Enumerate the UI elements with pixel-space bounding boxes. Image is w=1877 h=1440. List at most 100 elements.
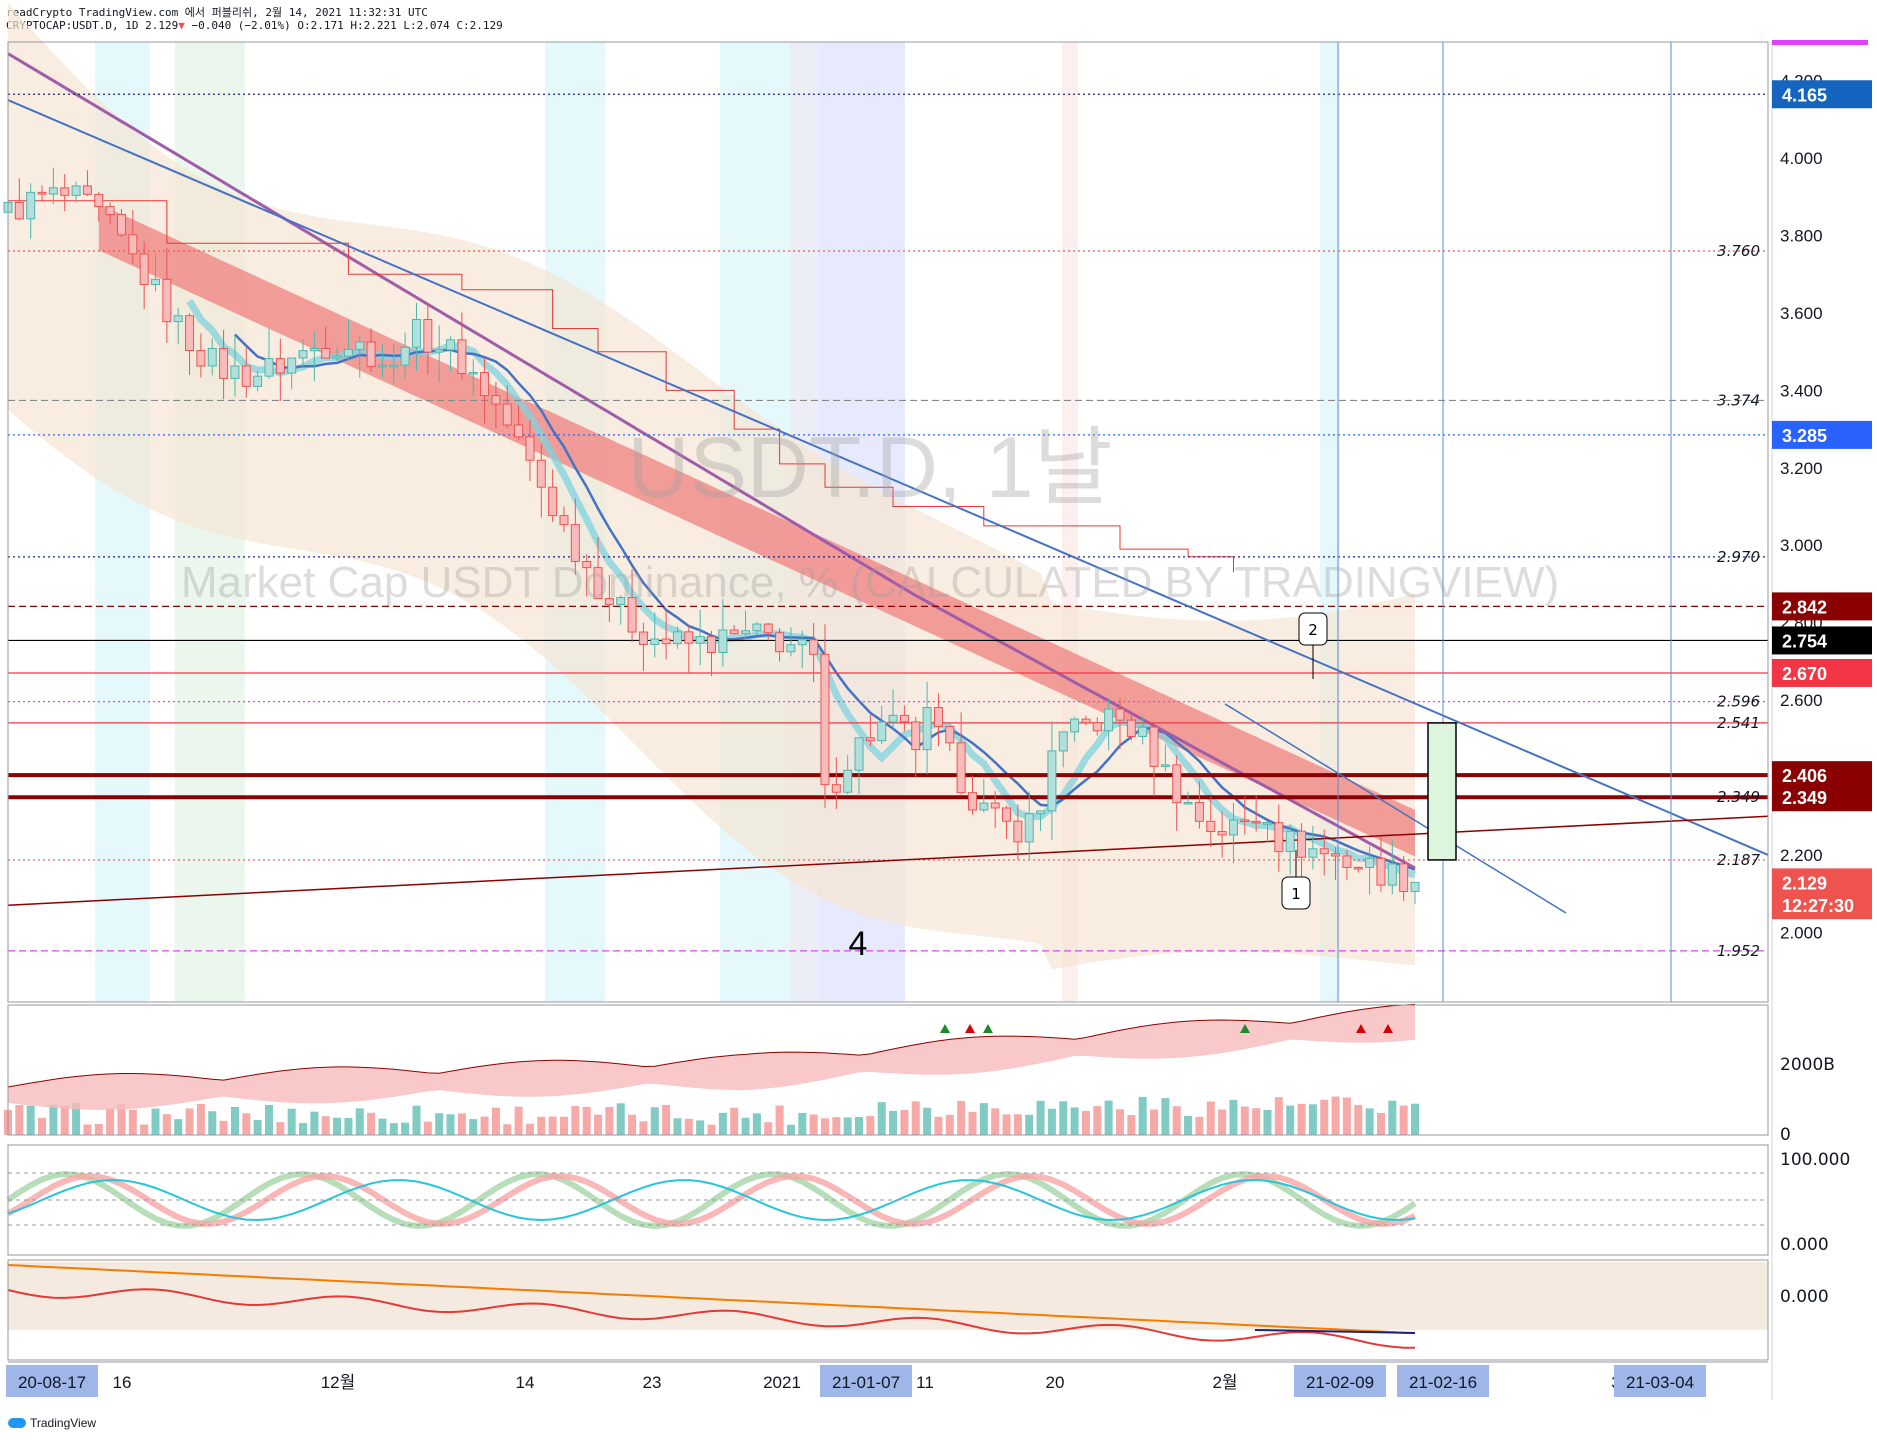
price-tag-label: 2.406 xyxy=(1782,766,1827,786)
volume-bar xyxy=(1342,1097,1351,1135)
candle-body xyxy=(967,792,977,811)
candle-body xyxy=(502,403,512,426)
volume-bar xyxy=(264,1105,273,1135)
candle-body xyxy=(343,348,353,357)
candle-body xyxy=(457,339,467,374)
candle-body xyxy=(1365,857,1375,868)
candle-body xyxy=(1194,802,1204,822)
volume-bar xyxy=(1308,1104,1317,1135)
volume-bar xyxy=(1013,1114,1022,1135)
trendline-1 xyxy=(7,99,1769,856)
volume-bar xyxy=(333,1117,342,1135)
sub-pane-frame-3 xyxy=(7,1259,1769,1361)
volume-bar xyxy=(287,1108,296,1135)
volume-bar xyxy=(1093,1106,1102,1135)
candle-body xyxy=(219,347,229,379)
volume-bar xyxy=(628,1114,637,1135)
symbol-ohlc-line: CRYPTOCAP:USDT.D, 1D 2.129▼ −0.040 (−2.0… xyxy=(6,19,503,32)
candle-body xyxy=(1297,830,1307,858)
candle-body xyxy=(559,515,569,526)
volume-bar xyxy=(673,1118,682,1135)
oscillator-signal xyxy=(7,1178,1416,1222)
price-tag-label: 2.129 xyxy=(1782,873,1827,893)
volume-bar xyxy=(60,1105,69,1135)
volume-bar xyxy=(412,1105,421,1135)
candle-body xyxy=(400,346,410,366)
time-axis-label: 11 xyxy=(916,1373,934,1392)
volume-bar xyxy=(1411,1103,1419,1135)
level-label: 1.952 xyxy=(1717,942,1760,960)
signal-triangle xyxy=(1356,1024,1366,1033)
osc-axis-label: 100.000 xyxy=(1780,1150,1850,1170)
price-tag-label: 4.165 xyxy=(1782,85,1827,105)
candle-body xyxy=(480,372,490,397)
price-tag xyxy=(1772,420,1872,449)
candle-body xyxy=(956,742,966,794)
candle-body xyxy=(230,365,240,379)
candle-body xyxy=(1319,848,1329,855)
candle-body xyxy=(888,714,898,723)
price-tag xyxy=(1772,626,1872,655)
price-tick-label: 2.200 xyxy=(1780,846,1823,865)
candle-body xyxy=(548,486,558,517)
candle-body xyxy=(809,639,819,655)
lower-band xyxy=(8,1262,1768,1330)
volume-bar xyxy=(968,1111,977,1135)
volume-bar xyxy=(1331,1096,1340,1135)
volume-bar xyxy=(1263,1109,1272,1135)
volume-cloud xyxy=(8,1004,1415,1110)
price-tick-label: 3.600 xyxy=(1780,304,1823,323)
candle-body xyxy=(1251,820,1261,824)
candle-body xyxy=(593,567,603,600)
volume-bar xyxy=(196,1103,205,1135)
price-tick-label: 3.200 xyxy=(1780,459,1823,478)
down-arrow-icon: ▼ xyxy=(178,19,185,32)
candle-body xyxy=(1036,810,1046,815)
candle-body xyxy=(116,214,126,236)
volume-bar xyxy=(525,1123,534,1135)
volume-bar xyxy=(446,1114,455,1135)
time-label-highlight xyxy=(6,1365,98,1397)
volume-bar xyxy=(1206,1101,1215,1135)
watermark-symbol: USDT.D, 1날 xyxy=(627,420,1112,516)
volume-bar xyxy=(1240,1106,1249,1135)
candle-body xyxy=(1410,881,1420,892)
volume-bar xyxy=(219,1120,228,1135)
volume-bar xyxy=(1252,1108,1261,1135)
volume-bar xyxy=(991,1108,1000,1135)
candle-body xyxy=(684,631,694,644)
volume-bar xyxy=(423,1121,432,1135)
signal-triangle xyxy=(965,1024,975,1033)
candle-body xyxy=(1070,718,1080,733)
candle-body xyxy=(616,597,626,605)
candle-body xyxy=(604,598,614,605)
forecast-box xyxy=(1427,722,1457,861)
candle-body xyxy=(1342,855,1352,868)
volume-bar xyxy=(594,1114,603,1135)
volume-bar xyxy=(26,1105,35,1135)
candle-body xyxy=(1228,819,1238,836)
candle-body xyxy=(423,319,433,353)
candle-body xyxy=(253,375,263,387)
volume-bar xyxy=(276,1122,285,1135)
volume-bar xyxy=(1070,1107,1079,1135)
volume-bar xyxy=(582,1106,591,1135)
volume-bar xyxy=(1115,1109,1124,1135)
time-label-highlight xyxy=(1614,1365,1706,1397)
step-stop-line xyxy=(8,200,1234,573)
publish-info: readCrypto TradingView.com 에서 퍼블리쉬, 2월 1… xyxy=(6,6,428,19)
candle-body xyxy=(945,725,955,744)
volume-bar xyxy=(310,1111,319,1135)
time-axis-label: 14 xyxy=(516,1373,535,1392)
candle-body xyxy=(933,707,943,727)
candle-body xyxy=(1138,726,1148,737)
volume-bar xyxy=(900,1109,909,1135)
volume-bar xyxy=(94,1123,103,1135)
volume-bar xyxy=(1127,1115,1136,1135)
candle-body xyxy=(377,364,387,368)
candle-body xyxy=(1115,708,1125,721)
time-label-highlight xyxy=(820,1365,912,1397)
volume-bar xyxy=(1036,1100,1045,1135)
trendline-2 xyxy=(1224,703,1567,914)
